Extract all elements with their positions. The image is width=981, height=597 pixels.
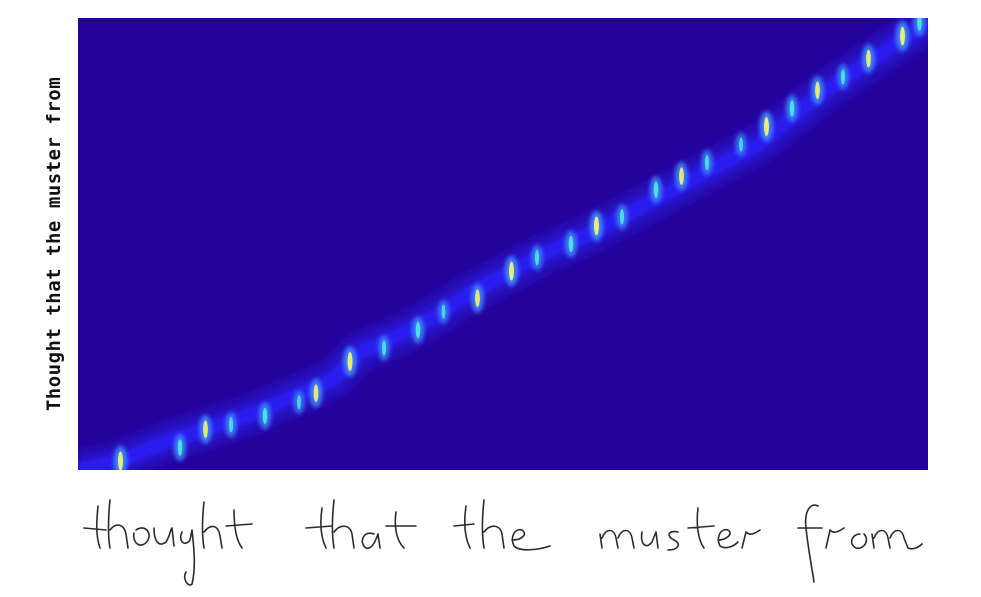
attention-heatmap [78, 18, 928, 470]
handwriting-word-from [797, 504, 923, 583]
alignment-peak-core-1 [177, 439, 183, 456]
handwriting-word-muster [599, 507, 761, 551]
alignment-peak-core-7 [347, 352, 353, 371]
alignment-peak-core-19 [704, 155, 710, 171]
alignment-peak-core-22 [789, 100, 795, 117]
alignment-peak-core-9 [415, 321, 421, 339]
alignment-peak-core-25 [866, 49, 871, 68]
alignment-peak-core-27 [917, 18, 922, 31]
alignment-peak-core-11 [475, 289, 480, 308]
y-axis-text: Thought that the muster from [43, 76, 66, 412]
alignment-peak-core-4 [262, 407, 268, 424]
alignment-peak-core-13 [534, 250, 540, 266]
handwriting-word-the [453, 499, 551, 551]
alignment-peak-core-2 [203, 420, 208, 439]
alignment-peak-core-10 [441, 304, 446, 319]
alignment-peak-core-14 [568, 235, 574, 253]
handwriting-word-thought [83, 499, 253, 586]
handwriting-text: thought that the muster from [0, 0, 1, 1]
handwriting-word-that [305, 499, 417, 550]
alignment-peak-core-8 [381, 340, 387, 356]
alignment-peak-core-18 [679, 167, 684, 185]
alignment-peak-core-6 [313, 384, 319, 403]
alignment-peak-core-3 [228, 417, 234, 433]
alignment-peak-core-26 [900, 26, 905, 46]
alignment-peaks [113, 18, 926, 470]
y-axis-transcript: Thought that the muster from [42, 18, 66, 470]
alignment-peak-core-5 [297, 395, 301, 410]
alignment-peak-core-12 [509, 261, 514, 281]
alignment-peak-core-24 [840, 69, 846, 85]
alignment-peak-core-20 [739, 137, 743, 152]
handwriting-sample [83, 499, 923, 586]
alignment-peak-core-16 [619, 209, 625, 225]
alignment-peak-core-15 [594, 216, 599, 236]
alignment-peak-core-23 [815, 81, 820, 100]
heatmap-background [78, 18, 928, 470]
alignment-peak-core-17 [653, 181, 659, 198]
alignment-peak-core-21 [764, 117, 769, 136]
alignment-peak-core-0 [118, 451, 123, 470]
